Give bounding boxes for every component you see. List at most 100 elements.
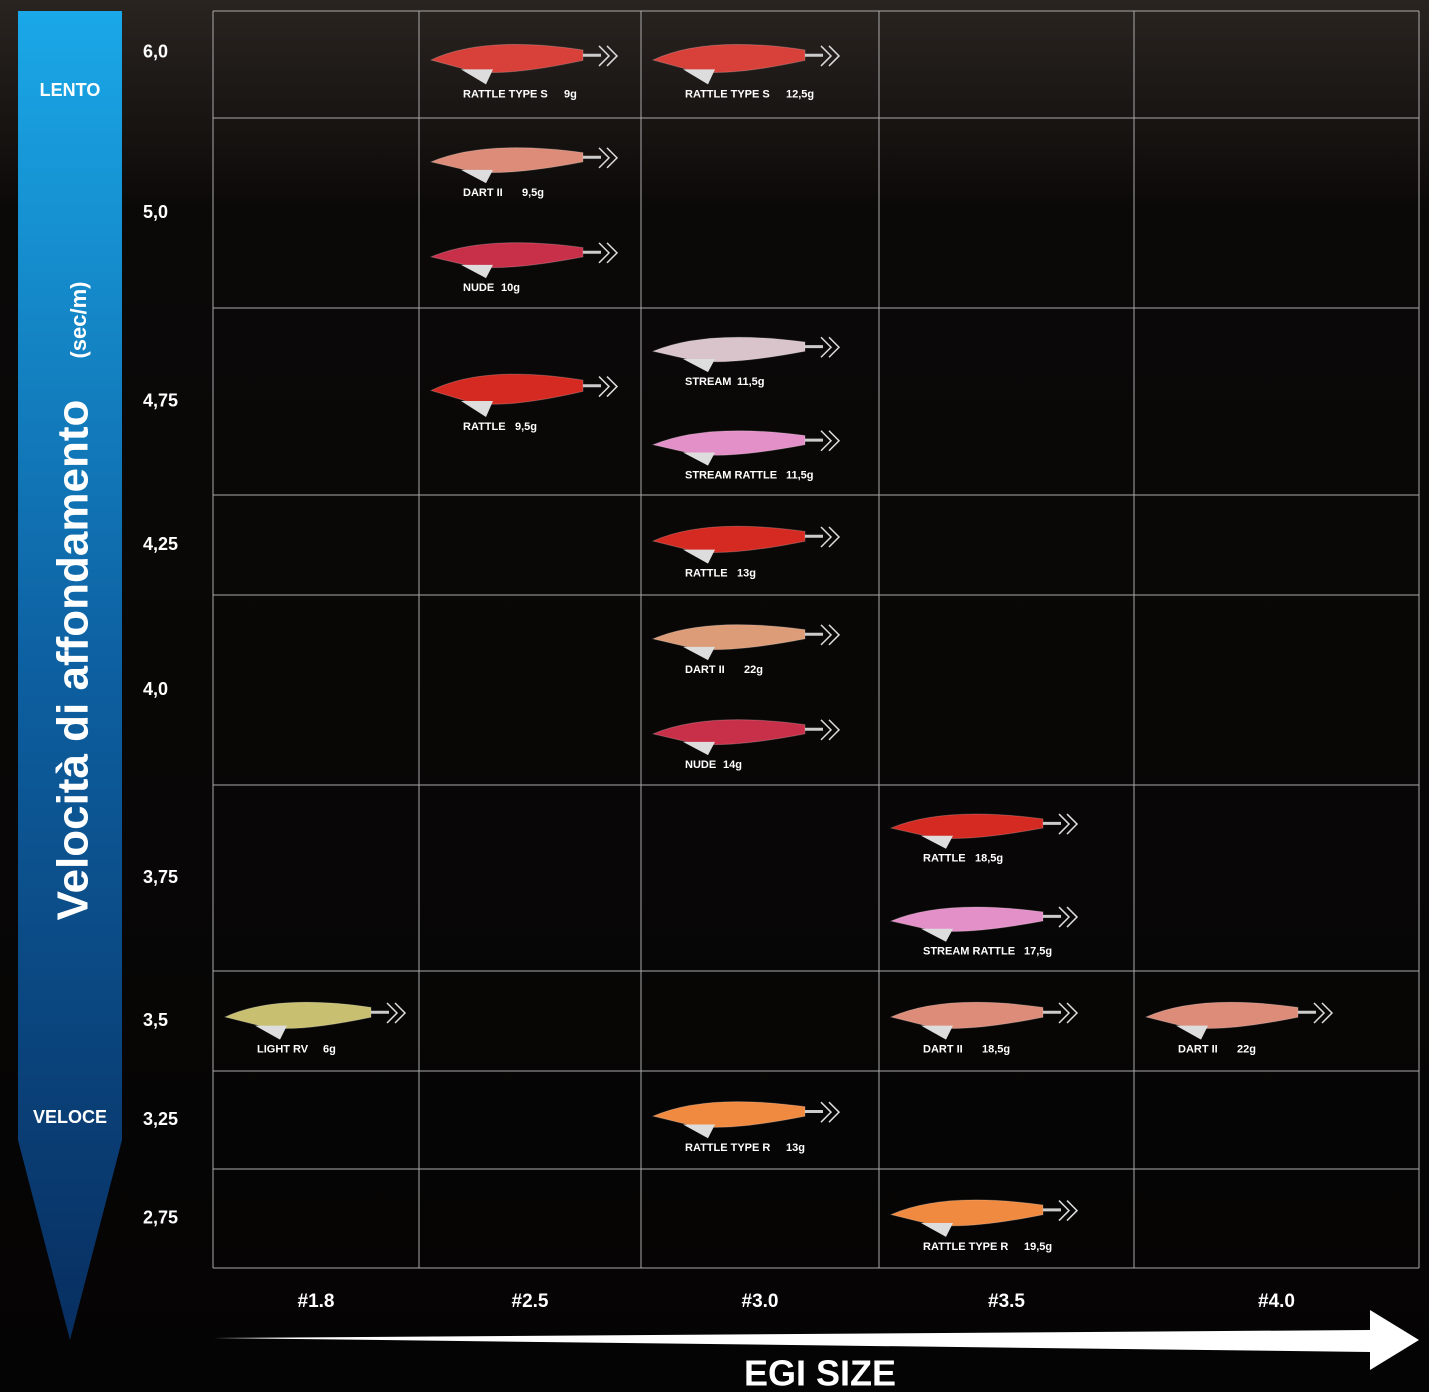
lure-hook xyxy=(820,336,841,358)
row-label: 3,5 xyxy=(143,1010,168,1030)
lure-weight: 9,5g xyxy=(515,421,537,433)
lure-body xyxy=(651,336,806,363)
row-label: 5,0 xyxy=(143,202,168,222)
row-label: 4,0 xyxy=(143,679,168,699)
lure-name: DART II xyxy=(923,1044,963,1056)
row-label: 6,0 xyxy=(143,41,168,61)
lure-body xyxy=(429,373,584,405)
lure-hook xyxy=(820,624,841,646)
lure-body xyxy=(1144,1001,1299,1029)
lure-hook xyxy=(820,526,841,548)
lure-hook xyxy=(1058,1002,1079,1024)
lure-sinker xyxy=(921,1025,953,1040)
column-label: #3.5 xyxy=(988,1291,1025,1312)
lure-body xyxy=(223,1001,372,1029)
axis-title: Velocità di affondamento xyxy=(49,400,98,921)
lure-body xyxy=(889,1199,1044,1227)
lure-weight: 11,5g xyxy=(737,376,765,388)
lure-name: RATTLE xyxy=(685,568,728,580)
row-label: 2,75 xyxy=(143,1207,178,1227)
lure-name: STREAM RATTLE xyxy=(923,946,1015,958)
lure-weight: 22g xyxy=(744,664,763,676)
row-label: 4,75 xyxy=(143,390,178,410)
lure-name: RATTLE xyxy=(463,421,506,433)
lure-hook xyxy=(598,376,619,398)
lure-body xyxy=(429,242,584,269)
lure-name: LIGHT RV xyxy=(257,1044,309,1056)
lure-name: RATTLE TYPE S xyxy=(463,88,548,100)
speed-arrow xyxy=(18,11,122,1340)
lure-body xyxy=(889,1001,1044,1029)
lure-weight: 9g xyxy=(564,88,577,100)
lure-sinker xyxy=(461,264,493,279)
lure-weight: 12,5g xyxy=(786,88,814,100)
lure-name: RATTLE TYPE R xyxy=(923,1241,1008,1253)
slow-label: LENTO xyxy=(40,80,101,100)
lure-body xyxy=(651,719,806,746)
lure-name: NUDE xyxy=(463,282,494,294)
lure-weight: 14g xyxy=(723,759,742,771)
lure-name: DART II xyxy=(463,187,503,199)
lure-weight: 10g xyxy=(501,282,520,294)
lure-sinker xyxy=(921,928,953,942)
size-arrow xyxy=(213,1310,1419,1370)
axis-unit: (sec/m) xyxy=(66,281,91,358)
lure-sinker xyxy=(461,69,493,85)
lure-name: RATTLE xyxy=(923,853,966,865)
lure-sinker xyxy=(683,741,715,756)
lure-hook xyxy=(820,430,841,452)
lure-weight: 13g xyxy=(737,568,756,580)
lure-sinker xyxy=(683,359,715,373)
lure-sinker xyxy=(921,1223,953,1237)
lure-sinker xyxy=(921,835,953,849)
column-label: #3.0 xyxy=(742,1291,779,1312)
lure-body xyxy=(651,43,806,74)
lure-weight: 9,5g xyxy=(522,187,544,199)
lure-name: RATTLE TYPE R xyxy=(685,1142,770,1154)
lure-body xyxy=(429,147,584,174)
lure-weight: 6g xyxy=(323,1044,336,1056)
lure-hook xyxy=(1313,1002,1334,1024)
lure-hook xyxy=(1058,813,1079,835)
lure-body xyxy=(651,430,806,456)
lure-sinker xyxy=(461,400,493,417)
lure-weight: 18,5g xyxy=(975,853,1003,865)
lure-sinker xyxy=(683,1124,715,1139)
lure-hook xyxy=(386,1002,407,1024)
lure-name: DART II xyxy=(685,664,725,676)
lure-sinker xyxy=(461,169,493,184)
lure-sinker xyxy=(255,1025,287,1040)
lure-weight: 19,5g xyxy=(1024,1241,1052,1253)
lure-body xyxy=(651,1101,806,1128)
lure-sinker xyxy=(683,549,715,564)
column-label: #1.8 xyxy=(298,1291,335,1312)
lure-body xyxy=(429,43,584,74)
lure-hook xyxy=(598,45,619,67)
lure-sinker xyxy=(1176,1025,1208,1040)
lure-name: STREAM RATTLE xyxy=(685,470,777,482)
lure-weight: 17,5g xyxy=(1024,946,1052,958)
lure-hook xyxy=(820,1101,841,1123)
lure-weight: 22g xyxy=(1237,1044,1256,1056)
lure-hook xyxy=(1058,906,1079,928)
lure-hook xyxy=(820,45,841,67)
lure-sinker xyxy=(683,69,715,85)
lure-hook xyxy=(1058,1200,1079,1222)
lure-name: NUDE xyxy=(685,759,716,771)
lure-body xyxy=(889,813,1044,839)
lure-weight: 18,5g xyxy=(982,1044,1010,1056)
lure-body xyxy=(889,906,1044,932)
lure-name: RATTLE TYPE S xyxy=(685,88,770,100)
lure-sinker xyxy=(683,646,715,661)
lure-body xyxy=(651,525,806,553)
x-title: EGI SIZE xyxy=(744,1353,896,1392)
row-label: 3,25 xyxy=(143,1109,178,1129)
column-label: #4.0 xyxy=(1258,1291,1295,1312)
lure-hook xyxy=(598,242,619,264)
lure-name: DART II xyxy=(1178,1044,1218,1056)
lure-sinker xyxy=(683,452,715,466)
lure-hook xyxy=(820,719,841,741)
lure-name: STREAM xyxy=(685,376,731,388)
